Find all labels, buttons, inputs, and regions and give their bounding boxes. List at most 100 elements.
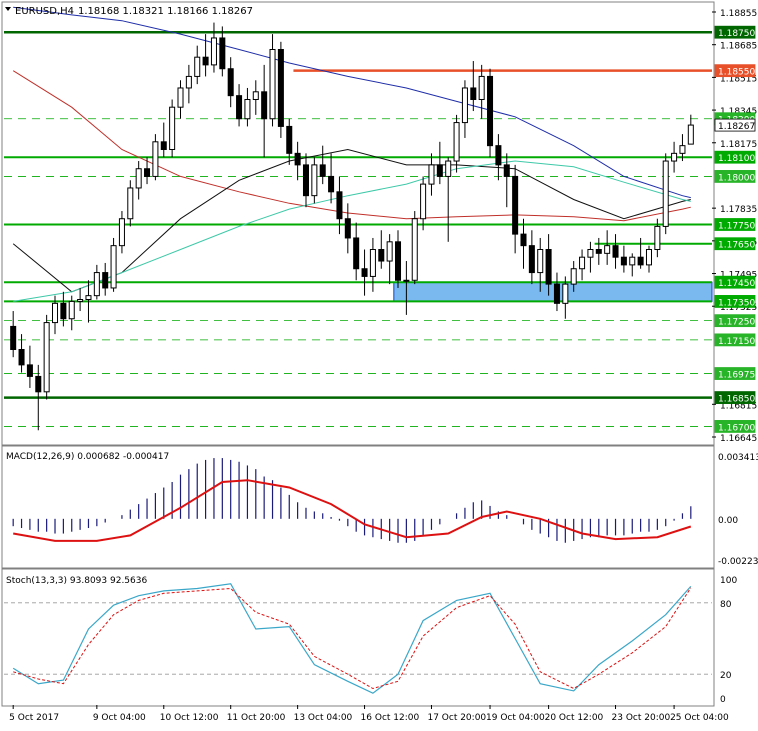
macd-panel-frame <box>1 445 715 569</box>
time-tick-label: 5 Oct 2017 <box>9 713 59 723</box>
price-level-tag: 1.17350 <box>714 295 755 308</box>
candle-body <box>118 218 125 247</box>
price-level-tag-bg <box>714 314 756 328</box>
candle-body <box>470 87 477 101</box>
ohlc-text: 1.18168 1.18321 1.18166 1.18267 <box>78 6 253 17</box>
candle <box>319 145 326 185</box>
candle-body <box>336 191 343 220</box>
candle-body <box>428 164 435 185</box>
candle <box>102 262 109 296</box>
candle <box>85 280 92 323</box>
price-level-tag: 1.18550 <box>714 64 755 78</box>
price-level-tag-bg <box>714 275 756 289</box>
price-level-tag-bg <box>714 391 756 404</box>
stochastic-indicator: 100 80 20 0 <box>4 576 737 705</box>
candle <box>244 87 251 127</box>
stoch-panel-frame <box>1 568 715 707</box>
stoch-tick-label: 100 <box>720 576 737 586</box>
macd-tick-label: 0.003413 <box>718 453 758 463</box>
candle-body <box>411 218 418 281</box>
stoch-main-line <box>12 583 692 694</box>
candle <box>595 237 602 265</box>
candle <box>93 264 100 300</box>
candle <box>135 161 142 200</box>
price-level-tag-bg <box>714 333 756 347</box>
candle-body <box>219 37 226 70</box>
candle-body <box>662 160 669 227</box>
price-level-tag-text: 1.18550 <box>718 68 755 78</box>
candle <box>252 80 259 115</box>
candle-body <box>595 249 602 254</box>
candle <box>620 245 627 273</box>
candle-body <box>395 241 402 281</box>
candle <box>202 34 209 77</box>
price-level-tag-bg <box>714 150 756 164</box>
candle <box>553 272 560 312</box>
candle-body <box>169 106 176 150</box>
time-tick-label: 16 Oct 12:00 <box>361 713 420 723</box>
candle-body <box>528 245 535 274</box>
candle <box>478 64 485 119</box>
symbol-dropdown-icon[interactable] <box>5 7 11 11</box>
candle <box>294 141 301 181</box>
candle <box>503 153 510 208</box>
candle-body <box>537 249 544 274</box>
candle-body <box>319 164 326 177</box>
candle <box>378 230 385 269</box>
candle <box>604 230 611 265</box>
price-level-tag: 1.17450 <box>714 275 756 289</box>
candle <box>470 61 477 112</box>
candle-body <box>18 349 25 366</box>
price-tick-label: 1.17835 <box>720 205 757 215</box>
candle <box>10 311 17 358</box>
price-level-tag: 1.16850 <box>714 391 756 405</box>
macd-indicator: 0.003413 0.00 -0.002237 <box>12 453 758 567</box>
time-tick-label: 13 Oct 04:00 <box>294 713 353 723</box>
candle <box>236 84 243 127</box>
ma-blue-line <box>13 6 691 199</box>
candle <box>637 237 644 269</box>
candle-body <box>68 300 75 320</box>
candle-body <box>579 256 586 270</box>
candle <box>403 261 410 315</box>
price-level-tag: 1.18750 <box>714 25 755 39</box>
price-level-tag-text: 1.17650 <box>718 241 755 251</box>
candle <box>110 237 117 292</box>
macd-tick-label: 0.00 <box>718 516 738 526</box>
price-tick-label: 1.18685 <box>720 42 757 52</box>
time-tick-label: 23 Oct 20:00 <box>612 713 671 723</box>
candle-body <box>77 299 84 302</box>
candle <box>185 64 192 104</box>
candle-body <box>269 49 276 120</box>
candle-body <box>436 164 443 177</box>
candle-body <box>227 68 234 97</box>
candle <box>52 295 59 335</box>
price-panel-frame <box>1 1 715 446</box>
candle <box>495 134 502 181</box>
candle-body <box>604 245 611 254</box>
candle <box>453 114 460 173</box>
candle <box>118 211 125 254</box>
candle <box>662 153 669 235</box>
price-level-tag-bg <box>714 118 756 132</box>
price-level-tag: 1.17650 <box>714 237 755 251</box>
candle <box>336 176 343 235</box>
candle-body <box>102 272 109 289</box>
ma-red-line <box>12 70 691 222</box>
price-tick-label: 1.18515 <box>720 74 757 84</box>
ma-black-line <box>12 148 691 293</box>
time-axis: 5 Oct 2017 9 Oct 04:00 10 Oct 12:00 11 Oct … <box>9 705 729 723</box>
candle-body <box>637 256 644 266</box>
candle <box>537 237 544 292</box>
candle-body <box>512 175 519 235</box>
candle <box>269 34 276 127</box>
candle-body <box>344 218 351 239</box>
price-level-tag-text: 1.17750 <box>718 222 755 232</box>
candle-body <box>671 152 678 162</box>
candle-body <box>302 164 309 197</box>
candle <box>411 211 418 285</box>
candle-body <box>487 75 494 147</box>
candle-body <box>403 279 410 282</box>
